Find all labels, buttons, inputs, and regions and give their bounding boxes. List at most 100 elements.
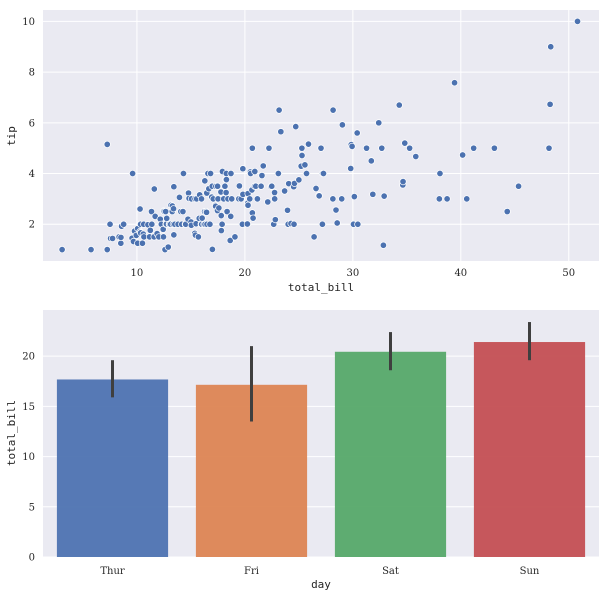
scatter-point: [401, 139, 409, 147]
scatter-point: [332, 206, 340, 214]
scatter-point: [222, 176, 230, 184]
scatter-point: [147, 208, 156, 216]
scatter-point: [329, 195, 337, 203]
scatter-point: [546, 100, 554, 108]
scatter-point: [227, 212, 235, 220]
scatter-point: [138, 239, 146, 247]
scatter-point: [271, 216, 279, 224]
scatter-y-axis-label: tip: [5, 126, 18, 146]
scatter-point: [271, 195, 279, 203]
scatter-point: [443, 195, 451, 203]
scatter-point: [201, 177, 209, 185]
scatter-point: [194, 233, 202, 241]
scatter-point: [103, 140, 111, 148]
scatter-points: [58, 17, 582, 254]
scatter-point: [235, 182, 243, 190]
scatter-point: [363, 144, 371, 152]
scatter-point: [283, 206, 292, 214]
scatter-point: [298, 151, 306, 160]
scatter-point: [162, 208, 170, 216]
bar-y-tick-label: 0: [29, 553, 35, 564]
bar-y-tick-label: 20: [22, 352, 35, 363]
scatter-point: [353, 129, 361, 137]
scatter-point: [164, 243, 172, 251]
scatter-point: [215, 204, 223, 212]
scatter-point: [179, 169, 188, 178]
scatter-x-tick-label: 20: [239, 268, 252, 279]
scatter-point: [281, 187, 289, 195]
scatter-point: [217, 227, 225, 235]
scatter-point: [120, 220, 128, 228]
scatter-point: [350, 193, 358, 201]
scatter-point: [459, 151, 467, 159]
scatter-y-tick-label: 10: [22, 17, 35, 28]
scatter-x-tick-label: 10: [131, 268, 144, 279]
scatter-point: [203, 208, 211, 216]
scatter-point: [228, 195, 236, 203]
scatter-point: [265, 144, 273, 152]
scatter-point: [248, 144, 256, 152]
bar-y-axis-label: total_bill: [5, 400, 18, 466]
bar-y-tick-label: 5: [29, 502, 35, 513]
scatter-point: [545, 144, 553, 152]
scatter-point: [268, 182, 276, 190]
scatter-y-tick-label: 8: [29, 68, 35, 79]
scatter-point: [231, 233, 239, 241]
scatter-point: [450, 79, 459, 87]
bar-x-axis-label: day: [311, 578, 331, 591]
scatter-point: [354, 220, 362, 228]
bar: [473, 342, 586, 557]
scatter-point: [222, 189, 230, 197]
scatter-point: [246, 195, 254, 203]
bar-x-tick-label: Sun: [520, 566, 540, 577]
scatter-point: [317, 144, 325, 152]
scatter-point: [406, 144, 414, 152]
error-bars: [111, 322, 531, 422]
scatter-point: [573, 17, 582, 25]
bar: [56, 379, 169, 557]
scatter-point: [108, 234, 117, 242]
scatter-point: [348, 142, 356, 150]
scatter-point: [379, 241, 387, 249]
scatter-point: [310, 233, 318, 241]
scatter-plot: 10 20 30 40 50 2 4 6 8 10 total_bill tip: [5, 10, 599, 294]
scatter-x-axis-label: total_bill: [288, 281, 354, 294]
scatter-point: [298, 144, 306, 152]
scatter-point: [129, 169, 137, 178]
scatter-point: [547, 43, 555, 51]
scatter-point: [223, 208, 231, 216]
scatter-point: [338, 195, 346, 203]
scatter-point: [301, 161, 309, 169]
scatter-point: [258, 172, 266, 180]
scatter-x-tick-label: 30: [346, 268, 359, 279]
scatter-point: [378, 144, 386, 152]
scatter-point: [436, 169, 444, 178]
scatter-plot-area: [43, 10, 599, 261]
scatter-point: [318, 220, 326, 228]
scatter-point: [148, 220, 156, 228]
scatter-point: [146, 226, 154, 234]
scatter-point: [117, 233, 125, 241]
scatter-point: [463, 195, 471, 203]
scatter-point: [106, 220, 114, 228]
scatter-point: [274, 169, 282, 178]
scatter-point: [136, 205, 144, 213]
scatter-point: [259, 162, 267, 170]
scatter-point: [275, 106, 283, 114]
scatter-point: [315, 192, 323, 200]
scatter-point: [271, 189, 279, 197]
scatter-point: [197, 195, 206, 203]
scatter-point: [227, 169, 235, 178]
bar-y-tick-labels: 0 5 10 15 20: [22, 352, 35, 564]
scatter-point: [347, 164, 355, 173]
scatter-point: [329, 106, 337, 114]
scatter-point: [290, 220, 298, 228]
scatter-point: [338, 121, 346, 129]
scatter-point: [208, 245, 216, 253]
scatter-x-tick-label: 40: [454, 268, 467, 279]
scatter-point: [198, 214, 206, 222]
scatter-point: [302, 169, 311, 178]
scatter-point: [369, 190, 377, 198]
scatter-point: [375, 119, 383, 127]
